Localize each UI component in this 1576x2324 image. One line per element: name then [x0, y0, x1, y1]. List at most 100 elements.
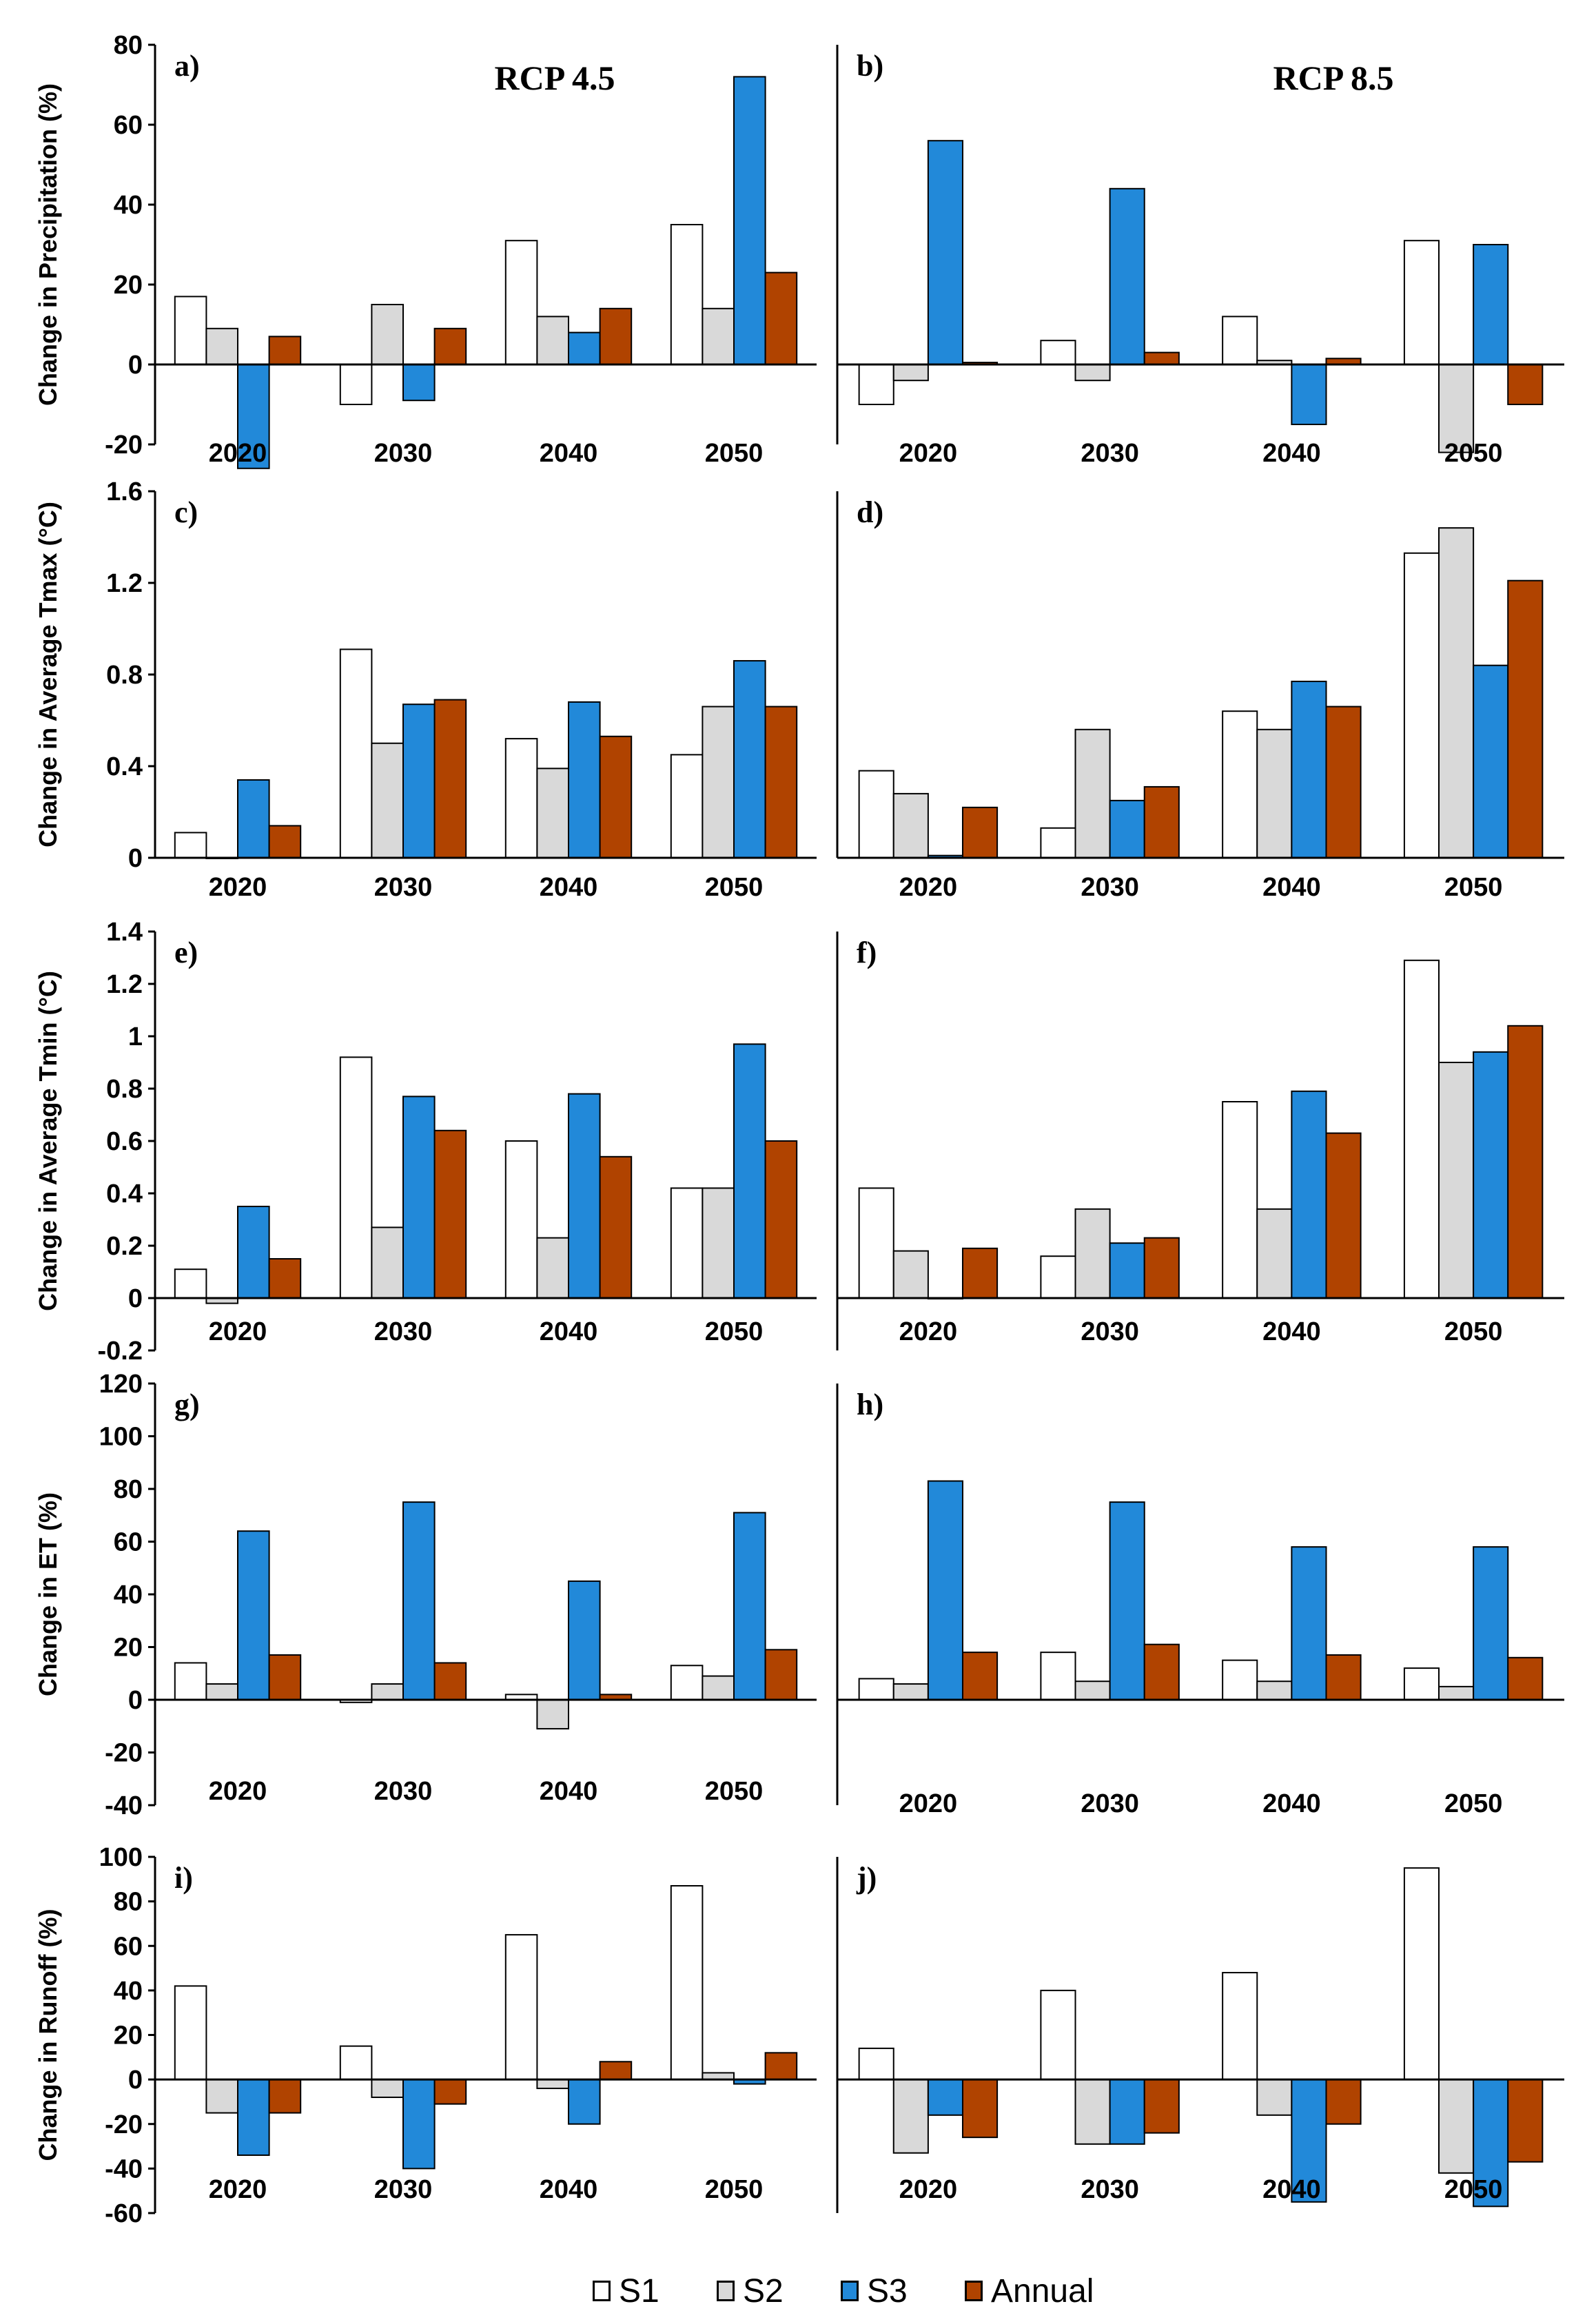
bar-1-s2-2040	[536, 316, 570, 365]
bar-1-s1-2030	[339, 364, 373, 405]
bar-4-annual-2020	[961, 806, 999, 858]
category-label-7-2050: 2050	[705, 1777, 764, 1806]
bar-3-s3-2040	[568, 701, 601, 859]
panel-label-8: h)	[857, 1388, 883, 1421]
bar-3-s2-2030	[371, 742, 405, 858]
panel-label-1: a)	[174, 49, 200, 83]
y-tick-label-7-2: 0	[128, 1686, 143, 1715]
y-tick-label-5-5: 0.8	[106, 1075, 143, 1104]
category-label-4-2040: 2040	[1262, 873, 1321, 902]
bar-10-s1-2020	[858, 2047, 894, 2081]
bar-7-annual-2050	[764, 1649, 798, 1700]
legend-item-s3: S3	[841, 2272, 908, 2310]
y-tick-label-1-2: 20	[114, 271, 143, 300]
bar-8-s3-2020	[927, 1480, 963, 1700]
y-tick-label-9-8: 100	[99, 1843, 143, 1872]
bar-7-annual-2030	[433, 1662, 467, 1700]
bar-10-s3-2020	[927, 2079, 963, 2116]
bar-6-s1-2020	[858, 1187, 894, 1299]
bar-6-s2-2030	[1074, 1208, 1111, 1299]
category-label-4-2020: 2020	[899, 873, 958, 902]
legend-label-annual: Annual	[991, 2272, 1094, 2310]
bar-4-s1-2030	[1040, 827, 1076, 859]
bar-8-s2-2020	[892, 1683, 929, 1701]
bar-1-s1-2040	[504, 240, 538, 366]
bar-4-s1-2020	[858, 770, 894, 859]
bar-7-s2-2030	[371, 1683, 405, 1701]
panel-label-5: e)	[174, 936, 198, 969]
category-label-7-2040: 2040	[540, 1777, 598, 1806]
bar-4-annual-2040	[1325, 706, 1362, 859]
bar-9-s2-2040	[536, 2079, 570, 2090]
bar-10-annual-2040	[1325, 2079, 1362, 2125]
y-axis-label-5: Change in Average Tmin (°C)	[34, 971, 62, 1311]
bar-1-s3-2040	[568, 331, 601, 366]
bar-10-annual-2030	[1143, 2079, 1180, 2134]
bar-9-annual-2050	[764, 2052, 798, 2081]
y-tick-label-9-3: 0	[128, 2066, 143, 2095]
bar-4-annual-2030	[1143, 785, 1180, 859]
y-tick-label-5-4: 0.6	[106, 1127, 143, 1156]
legend-swatch-s2	[717, 2281, 735, 2301]
bar-8-annual-2020	[961, 1652, 999, 1700]
y-tick-label-3-3: 1.2	[106, 569, 143, 598]
bar-9-s3-2020	[237, 2079, 270, 2156]
y-axis-label-3: Change in Average Tmax (°C)	[34, 502, 62, 847]
bar-6-annual-2050	[1507, 1025, 1544, 1299]
panel-label-10: j)	[856, 1861, 877, 1895]
bar-7-s1-2050	[670, 1665, 704, 1700]
panel-label-6: f)	[857, 936, 877, 969]
bar-6-annual-2040	[1325, 1132, 1362, 1299]
bar-8-annual-2030	[1143, 1643, 1180, 1701]
legend-item-s1: S1	[593, 2273, 659, 2310]
y-tick-label-7-5: 60	[114, 1528, 143, 1557]
bar-1-s3-2050	[733, 76, 766, 366]
bar-4-s3-2040	[1291, 680, 1327, 858]
legend-swatch-s3	[841, 2281, 859, 2301]
bar-7-s2-2020	[205, 1683, 238, 1701]
bar-7-s2-2050	[702, 1675, 735, 1700]
bar-5-annual-2020	[268, 1258, 302, 1299]
y-axis-label-9: Change in Runoff (%)	[34, 1909, 62, 2161]
bar-7-s3-2020	[237, 1530, 270, 1700]
y-tick-label-3-1: 0.4	[106, 752, 143, 781]
panel-label-3: c)	[174, 495, 198, 529]
panel-label-4: d)	[857, 495, 883, 529]
bar-1-s2-2030	[371, 304, 405, 365]
bar-9-s2-2030	[371, 2079, 405, 2098]
bar-1-s1-2050	[670, 224, 704, 365]
category-label-6-2020: 2020	[899, 1317, 958, 1346]
bar-8-annual-2050	[1507, 1656, 1544, 1701]
bar-3-annual-2040	[599, 735, 633, 859]
bar-9-annual-2030	[433, 2079, 467, 2105]
bar-9-s1-2040	[504, 1934, 538, 2081]
category-label-3-2030: 2030	[374, 873, 433, 902]
bar-1-annual-2020	[268, 336, 302, 365]
bar-3-s2-2050	[702, 706, 735, 859]
bar-6-s2-2020	[892, 1250, 929, 1299]
category-label-8-2030: 2030	[1081, 1789, 1139, 1818]
bar-9-s2-2020	[205, 2079, 238, 2114]
bar-6-annual-2020	[961, 1247, 999, 1299]
category-label-8-2050: 2050	[1444, 1789, 1503, 1818]
legend-swatch-annual	[965, 2281, 983, 2301]
bar-2-s3-2030	[1109, 187, 1145, 365]
y-tick-label-3-0: 0	[128, 844, 143, 873]
bar-3-annual-2020	[268, 825, 302, 858]
bar-3-s3-2030	[402, 703, 436, 858]
category-label-8-2040: 2040	[1262, 1789, 1321, 1818]
category-label-5-2030: 2030	[374, 1317, 433, 1346]
legend-label-s3: S3	[867, 2272, 908, 2310]
bar-2-s1-2050	[1403, 240, 1440, 366]
bar-10-s1-2030	[1040, 1989, 1076, 2081]
bar-10-s2-2020	[892, 2079, 929, 2154]
panel-label-2: b)	[857, 49, 883, 83]
bar-2-s1-2020	[858, 364, 894, 405]
y-tick-label-5-8: 1.4	[106, 918, 143, 947]
category-label-4-2030: 2030	[1081, 873, 1139, 902]
category-label-1-2040: 2040	[540, 439, 598, 468]
bar-8-s3-2050	[1473, 1546, 1509, 1700]
bar-4-annual-2050	[1507, 579, 1544, 858]
legend-item-annual: Annual	[965, 2272, 1094, 2310]
bar-6-s3-2050	[1473, 1051, 1509, 1299]
